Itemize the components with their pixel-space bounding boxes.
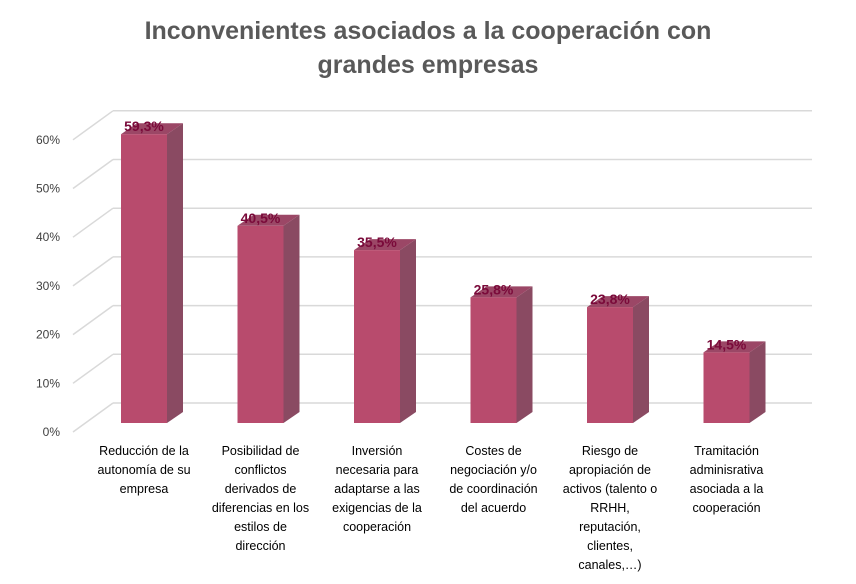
category-label-line: canales,…) xyxy=(578,558,642,572)
data-label: 23,8% xyxy=(590,291,630,307)
bar-top xyxy=(121,123,183,135)
category-label-line: Tramitación xyxy=(694,444,759,458)
category-label-line: exigencias de la xyxy=(332,501,422,515)
bar-top xyxy=(237,214,300,226)
gridline-diagonal xyxy=(72,353,114,384)
category-label-line: activos (talento o xyxy=(562,482,658,496)
category-label-line: de coordinación xyxy=(449,482,538,496)
data-label: 25,8% xyxy=(474,281,514,297)
bar xyxy=(354,250,400,423)
category-label-line: clientes, xyxy=(587,539,633,553)
x-category-label: Tramitación adminisrativa asociada a la coo… xyxy=(668,442,786,518)
x-category-label: Posibilidad de conflictos derivados de dife… xyxy=(202,442,320,556)
data-label: 59,3% xyxy=(124,118,164,134)
category-label-line: cooperación xyxy=(342,520,412,534)
y-tick-label: 30% xyxy=(36,279,60,293)
category-label-line: Riesgo de xyxy=(581,444,639,458)
category-label-line: dirección xyxy=(235,539,286,553)
x-category-label: Inversión necesaria para adaptarse a las ex… xyxy=(318,442,436,537)
y-tick-label: 40% xyxy=(36,230,60,244)
title-line: grandes empresas xyxy=(317,51,539,79)
bar-top xyxy=(703,341,766,353)
bar xyxy=(237,225,284,423)
bar-side xyxy=(516,286,533,423)
category-label-line: diferencias en los xyxy=(211,501,310,515)
x-category-label: Reducción de la autonomía de su empresa xyxy=(85,442,203,499)
y-tick-label: 60% xyxy=(36,133,60,147)
category-label-line: negociación y/o xyxy=(450,463,537,477)
category-label-line: del acuerdo xyxy=(460,501,527,515)
bar xyxy=(121,134,167,424)
x-category-label: Riesgo de apropiación de activos (talento … xyxy=(551,442,669,575)
bar xyxy=(587,307,633,423)
bar-side xyxy=(283,214,300,423)
bar-top xyxy=(354,239,416,251)
category-label-line: adaptarse a las xyxy=(334,482,420,496)
chart-title: Inconvenientes asociados a la cooperació… xyxy=(0,14,856,82)
y-tick-label: 0% xyxy=(43,425,61,439)
category-label-line: reputación, xyxy=(579,520,641,534)
bar xyxy=(470,297,517,423)
gridline-diagonal xyxy=(72,158,114,190)
gridline-diagonal xyxy=(72,256,114,287)
category-label-line: conflictos xyxy=(234,463,287,477)
gridline-diagonal xyxy=(72,110,114,141)
category-label-line: Posibilidad de xyxy=(221,444,300,458)
category-label-line: empresa xyxy=(119,482,169,496)
y-tick-label: 20% xyxy=(36,328,60,342)
category-label-line: Costes de xyxy=(465,444,522,458)
category-label-line: RRHH, xyxy=(590,501,630,515)
category-label-line: Reducción de la xyxy=(99,444,189,458)
y-tick-label: 10% xyxy=(36,376,60,390)
bar-side xyxy=(633,296,649,423)
category-label-line: estilos de xyxy=(234,520,287,534)
category-label-line: asociada a la xyxy=(689,482,764,496)
bar-side xyxy=(749,341,766,423)
category-label-line: Inversión xyxy=(351,444,403,458)
data-label: 40,5% xyxy=(241,210,281,226)
category-label-line: necesaria para xyxy=(335,463,419,477)
y-tick-label: 50% xyxy=(36,182,60,196)
x-category-label: Costes de negociación y/o de coordinación d… xyxy=(435,442,553,518)
bar-top xyxy=(470,286,533,298)
gridline-diagonal xyxy=(72,207,114,238)
bar-side xyxy=(167,123,183,424)
data-label: 14,5% xyxy=(707,336,747,352)
gridline-diagonal xyxy=(72,402,114,433)
bar-side xyxy=(400,239,416,423)
category-label-line: adminisrativa xyxy=(689,463,764,477)
bar-top xyxy=(587,296,649,308)
bar xyxy=(703,352,750,423)
category-label-line: apropiación de xyxy=(568,463,651,477)
gridline-diagonal xyxy=(72,304,114,336)
data-label: 35,5% xyxy=(357,234,397,250)
category-label-line: derivados de xyxy=(224,482,297,496)
category-label-line: autonomía de su xyxy=(97,463,191,477)
title-line: Inconvenientes asociados a la cooperació… xyxy=(144,17,712,45)
category-label-line: cooperación xyxy=(692,501,761,515)
